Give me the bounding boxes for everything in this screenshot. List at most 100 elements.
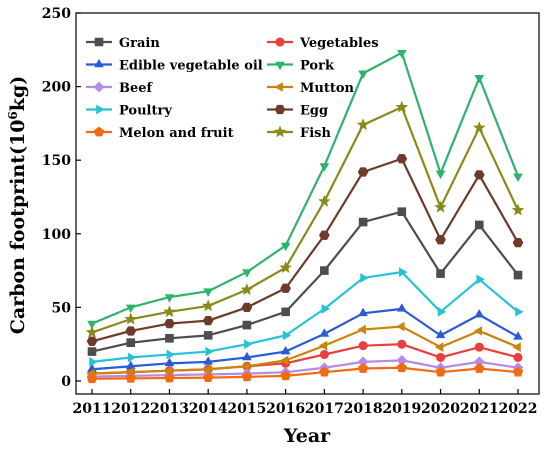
data-point-edible-vegetable-oil bbox=[280, 345, 291, 355]
data-point-poultry bbox=[244, 339, 253, 350]
legend-item-egg: Egg bbox=[267, 104, 328, 119]
legend-marker bbox=[94, 37, 104, 47]
series-line-pork bbox=[91, 51, 520, 325]
data-point-grain bbox=[165, 334, 174, 343]
data-point-egg bbox=[357, 167, 369, 177]
y-tick-label: 100 bbox=[42, 227, 71, 243]
series-line-mutton bbox=[91, 325, 519, 375]
data-point-edible-vegetable-oil bbox=[164, 357, 175, 367]
data-point-egg bbox=[125, 326, 137, 336]
data-point-poultry bbox=[205, 346, 214, 357]
legend-marker bbox=[274, 82, 283, 92]
data-point-edible-vegetable-oil bbox=[513, 331, 523, 340]
data-point-pork bbox=[513, 173, 523, 182]
data-point-edible-vegetable-oil bbox=[358, 307, 368, 317]
x-axis-ticks: 2011 2012 2013 2014 2015 2016 2017 2018 2019 2020… bbox=[73, 389, 538, 417]
data-point-melon-and-fruit bbox=[512, 366, 524, 377]
series-fish bbox=[85, 100, 525, 338]
data-point-vegetables bbox=[435, 352, 446, 362]
legend-item-melon-and-fruit: Melon and fruit bbox=[86, 126, 234, 141]
data-point-pork bbox=[319, 163, 330, 172]
data-point-vegetables bbox=[358, 341, 368, 351]
series-line-grain bbox=[91, 210, 519, 353]
legend-marker bbox=[273, 125, 287, 138]
data-point-egg bbox=[396, 154, 408, 164]
data-point-poultry bbox=[127, 352, 137, 363]
data-point-mutton bbox=[318, 340, 328, 351]
data-point-fish bbox=[434, 200, 447, 213]
x-tick-label: 2020 bbox=[421, 401, 460, 417]
data-point-melon-and-fruit bbox=[164, 372, 175, 383]
data-point-fish bbox=[124, 312, 137, 325]
data-point-pork bbox=[280, 242, 291, 252]
data-point-egg bbox=[86, 336, 98, 346]
series-line-beef bbox=[91, 359, 519, 378]
data-point-edible-vegetable-oil bbox=[396, 303, 407, 312]
data-point-poultry bbox=[476, 274, 485, 285]
legend-marker bbox=[96, 104, 105, 115]
data-point-egg bbox=[319, 230, 330, 240]
y-axis-ticks: 0 50 100 150 200 250 bbox=[42, 6, 81, 390]
data-point-melon-and-fruit bbox=[280, 370, 291, 381]
y-tick-label: 250 bbox=[42, 6, 71, 22]
x-tick-label: 2014 bbox=[189, 401, 228, 417]
legend-item-mutton: Mutton bbox=[267, 81, 355, 96]
data-point-grain bbox=[358, 217, 368, 227]
data-point-pork bbox=[87, 320, 97, 330]
data-point-edible-vegetable-oil bbox=[435, 329, 446, 339]
data-point-mutton bbox=[357, 324, 366, 335]
series-pork bbox=[87, 49, 523, 330]
y-axis-title-end: kg) bbox=[7, 76, 29, 111]
data-point-pork bbox=[203, 288, 214, 297]
data-point-melon-and-fruit bbox=[357, 363, 369, 373]
data-point-grain bbox=[242, 320, 252, 330]
plot-frame bbox=[75, 12, 540, 395]
legend-marker bbox=[275, 37, 285, 47]
legend-item-poultry: Poultry bbox=[86, 104, 172, 119]
legend-item-pork: Pork bbox=[267, 59, 335, 74]
data-point-egg bbox=[164, 318, 175, 329]
data-point-pork bbox=[474, 74, 485, 84]
data-point-poultry bbox=[89, 357, 98, 367]
y-tick-label: 200 bbox=[42, 80, 71, 96]
data-point-mutton bbox=[396, 321, 405, 332]
data-point-vegetables bbox=[513, 352, 523, 362]
data-point-edible-vegetable-oil bbox=[242, 351, 252, 361]
data-point-melon-and-fruit bbox=[241, 371, 253, 382]
data-point-poultry bbox=[515, 306, 524, 317]
legend-item-grain: Grain bbox=[86, 36, 160, 51]
data-point-poultry bbox=[282, 330, 292, 341]
data-point-melon-and-fruit bbox=[435, 366, 446, 377]
plot-area-border bbox=[75, 12, 540, 395]
data-point-melon-and-fruit bbox=[474, 363, 485, 373]
x-tick-label: 2011 bbox=[73, 401, 112, 417]
legend-label: Grain bbox=[119, 36, 160, 51]
legend-item-beef: Beef bbox=[86, 81, 154, 96]
series-grain bbox=[87, 207, 523, 356]
data-point-poultry bbox=[360, 273, 369, 283]
data-point-grain bbox=[126, 338, 136, 348]
data-point-grain bbox=[281, 307, 290, 317]
series-edible-vegetable-oil bbox=[87, 303, 523, 373]
data-point-poultry bbox=[399, 267, 408, 277]
series-poultry bbox=[89, 267, 524, 367]
x-tick-label: 2017 bbox=[305, 401, 344, 417]
data-point-mutton bbox=[280, 355, 289, 366]
series-line-egg bbox=[91, 157, 519, 343]
series-line-poultry bbox=[91, 270, 519, 363]
legend-marker bbox=[274, 104, 286, 115]
legend-label: Beef bbox=[119, 81, 154, 96]
legend-label: Fish bbox=[300, 126, 331, 141]
legend-marker bbox=[94, 58, 104, 68]
data-point-fish bbox=[511, 203, 525, 216]
data-point-pork bbox=[164, 294, 175, 303]
data-point-grain bbox=[320, 266, 329, 275]
data-point-mutton bbox=[473, 326, 483, 336]
x-tick-label: 2022 bbox=[499, 401, 538, 417]
data-point-poultry bbox=[166, 349, 176, 360]
legend-label: Edible vegetable oil bbox=[119, 59, 263, 74]
data-point-fish bbox=[473, 121, 486, 134]
series-line-fish bbox=[91, 106, 519, 334]
data-point-vegetables bbox=[397, 339, 407, 349]
